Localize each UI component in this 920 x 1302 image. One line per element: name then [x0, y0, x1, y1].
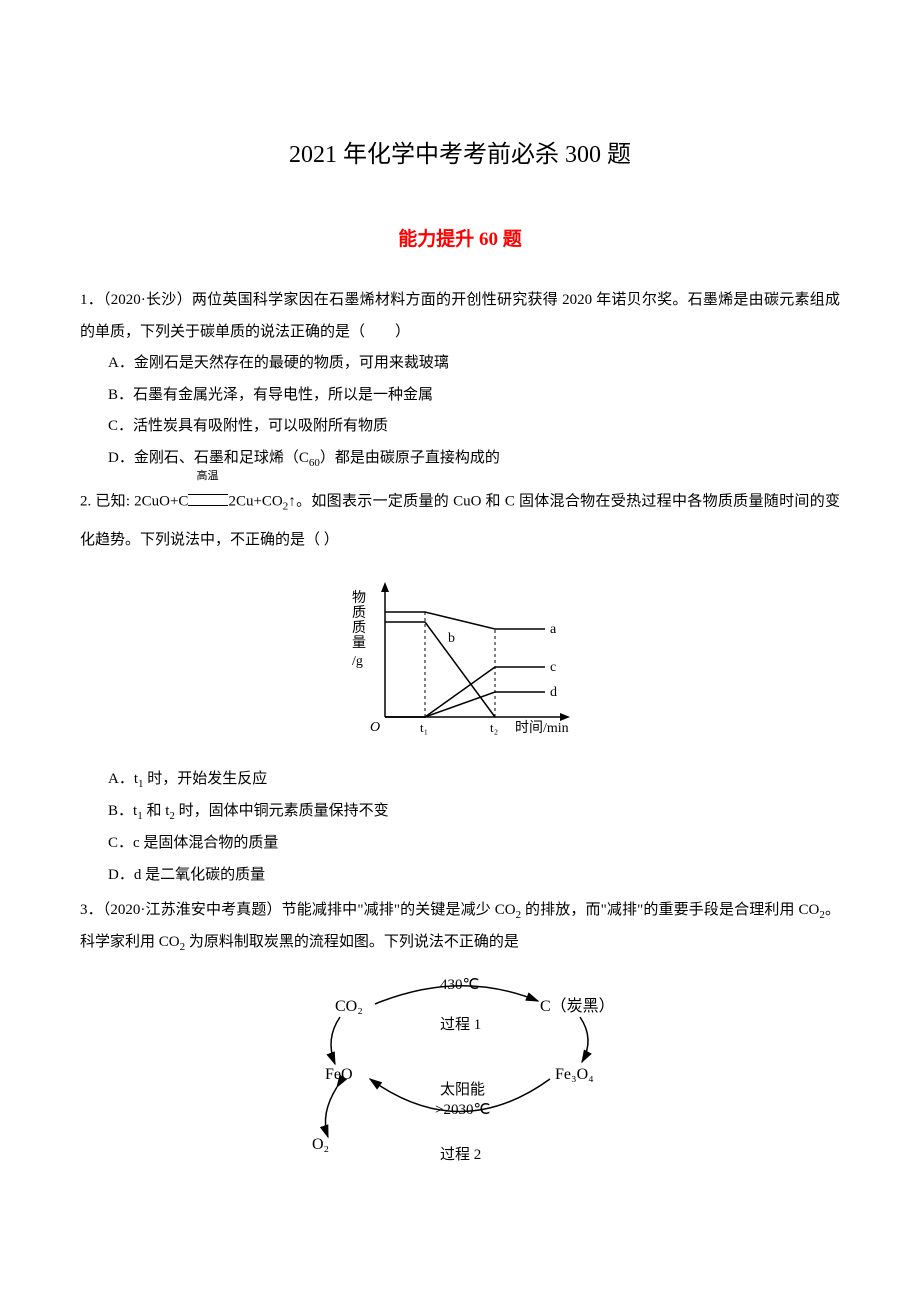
q2-option-d: D．d 是二氧化碳的质量 [80, 860, 840, 892]
q1-optd-suffix: ）都是由碳原子直接构成的 [320, 450, 500, 466]
solar-label: 太阳能 [440, 1081, 485, 1098]
sub-title: 能力提升 60 题 [80, 220, 840, 260]
q3-figure: CO₂ C（炭黑） FeO Fe₃O₄ O₂ 430℃ 过程 1 太阳能 >20… [80, 969, 840, 1182]
node-fe3o4: Fe₃O₄ [555, 1066, 594, 1083]
x-axis-arrow [560, 713, 570, 721]
q2-optb-suffix: 时，固体中铜元素质量保持不变 [175, 803, 389, 819]
q3-mid1: 的排放，而"减排"的重要手段是合理利用 CO [521, 902, 819, 918]
question-1-text: 1．（2020·长沙）两位英国科学家因在石墨烯材料方面的开创性研究获得 2020… [80, 285, 840, 348]
node-co2: CO₂ [335, 998, 363, 1015]
y-label-4: 量 [352, 635, 366, 651]
question-1: 1．（2020·长沙）两位英国科学家因在石墨烯材料方面的开创性研究获得 2020… [80, 285, 840, 475]
temp2-label: >2030℃ [435, 1102, 490, 1118]
question-2-text: 2. 已知: 2CuO+C高温2Cu+CO2↑。如图表示一定质量的 CuO 和 … [80, 479, 840, 557]
q3-prefix: 节能减排中"减排"的关键是减少 CO [282, 902, 516, 918]
t1-label: t₁ [420, 720, 428, 735]
q1-optd-sub: 60 [309, 457, 320, 469]
x-label: 时间/min [515, 720, 569, 736]
q1-optd-prefix: D．金刚石、石墨和足球烯（C [108, 450, 309, 466]
q1-body: 两位英国科学家因在石墨烯材料方面的开创性研究获得 2020 年诺贝尔奖。石墨烯是… [80, 292, 840, 340]
process2-label: 过程 2 [440, 1146, 481, 1163]
q2-number: 2. [80, 493, 95, 509]
q1-source: （2020·长沙） [103, 292, 192, 308]
main-title: 2021 年化学中考考前必杀 300 题 [80, 130, 840, 180]
q1-number: 1． [80, 292, 103, 308]
t2-label: t₂ [490, 720, 498, 735]
question-3: 3．（2020·江苏淮安中考真题）节能减排中"减排"的关键是减少 CO2 的排放… [80, 895, 840, 1182]
q1-option-d: D．金刚石、石墨和足球烯（C60）都是由碳原子直接构成的 [80, 443, 840, 475]
label-b: b [448, 631, 455, 646]
q2-option-c: C．c 是固体混合物的质量 [80, 828, 840, 860]
y-label-2: 质 [352, 605, 366, 621]
y-label-3: 质 [352, 620, 366, 636]
temp1-label: 430℃ [440, 977, 479, 993]
label-d: d [550, 685, 557, 700]
q3-suffix: 为原料制取炭黑的流程如图。下列说法不正确的是 [185, 934, 519, 950]
line-a [385, 612, 545, 629]
question-2: 2. 已知: 2CuO+C高温2Cu+CO2↑。如图表示一定质量的 CuO 和 … [80, 479, 840, 891]
origin-label: O [370, 720, 380, 735]
node-feo: FeO [325, 1066, 353, 1083]
q2-optb-prefix: B．t [108, 803, 137, 819]
q2-opta-suffix: 时，开始发生反应 [144, 771, 268, 787]
reaction-line-top [188, 494, 228, 495]
reaction-condition: 高温 [188, 479, 228, 525]
q2-prefix: 已知: 2CuO+C [95, 493, 188, 509]
y-label-1: 物 [352, 590, 366, 606]
node-o2: O₂ [312, 1136, 329, 1153]
label-c: c [550, 660, 556, 675]
q1-option-c: C．活性炭具有吸附性，可以吸附所有物质 [80, 411, 840, 443]
q2-opta-prefix: A．t [108, 771, 138, 787]
q2-chart: 物 质 质 量 /g O t₁ t₂ 时间/min a b c d [330, 567, 590, 742]
arc-co2-feo [331, 1017, 340, 1064]
q3-diagram: CO₂ C（炭黑） FeO Fe₃O₄ O₂ 430℃ 过程 1 太阳能 >20… [280, 969, 640, 1169]
q2-mid: 2Cu+CO [228, 493, 282, 509]
q3-number: 3． [80, 902, 103, 918]
arc-feo-o2 [325, 1087, 337, 1137]
q1-option-a: A．金刚石是天然存在的最硬的物质，可用来裁玻璃 [80, 348, 840, 380]
line-b [385, 622, 495, 717]
process1-label: 过程 1 [440, 1016, 481, 1033]
reaction-line-bottom [188, 505, 228, 506]
q2-option-b: B．t1 和 t2 时，固体中铜元素质量保持不变 [80, 796, 840, 828]
label-a: a [550, 622, 557, 637]
q1-option-b: B．石墨有金属光泽，有导电性，所以是一种金属 [80, 380, 840, 412]
y-axis-arrow [381, 582, 389, 592]
question-3-text: 3．（2020·江苏淮安中考真题）节能减排中"减排"的关键是减少 CO2 的排放… [80, 895, 840, 959]
reaction-text: 高温 [196, 465, 218, 488]
q3-source: （2020·江苏淮安中考真题） [103, 902, 282, 918]
y-label-5: /g [352, 654, 363, 669]
q2-optb-mid: 和 t [143, 803, 170, 819]
arc-c-fe3o4 [580, 1017, 588, 1062]
node-carbon: C（炭黑） [540, 997, 615, 1015]
q2-figure: 物 质 质 量 /g O t₁ t₂ 时间/min a b c d [80, 567, 840, 755]
line-d [385, 692, 545, 717]
q2-option-a: A．t1 时，开始发生反应 [80, 764, 840, 796]
